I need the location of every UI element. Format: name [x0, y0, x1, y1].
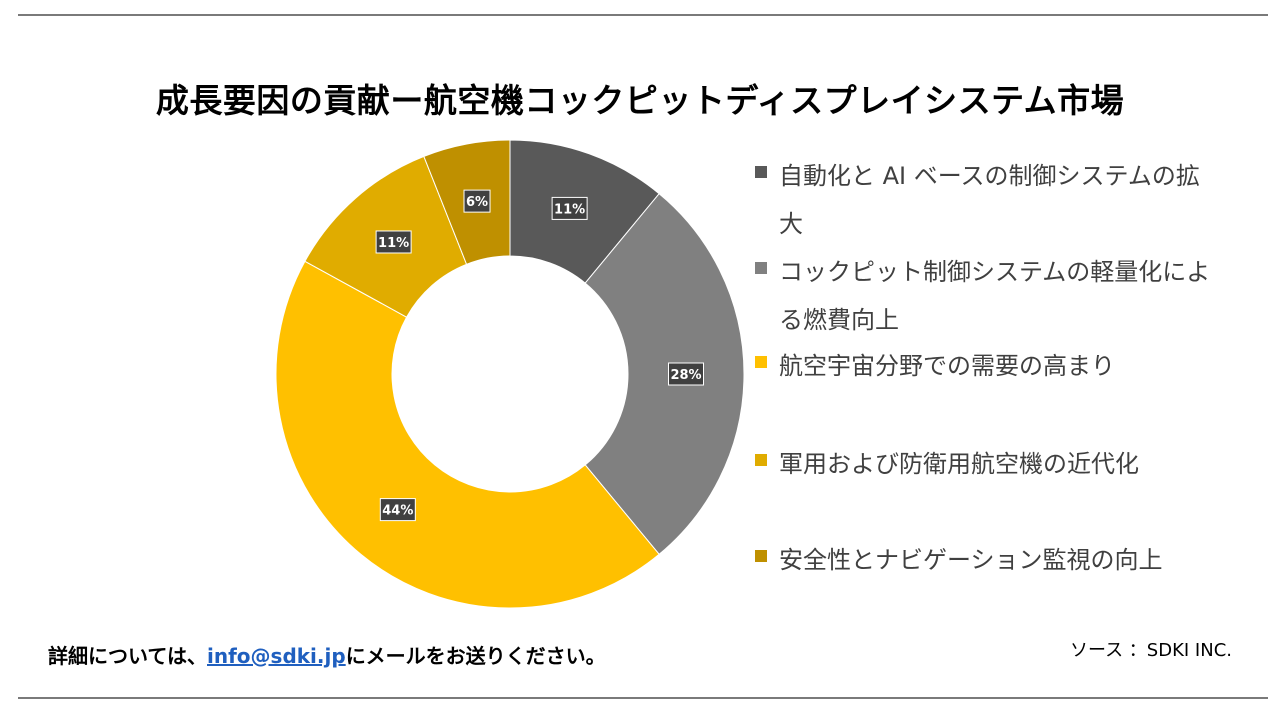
top-rule [18, 14, 1268, 16]
legend-swatch [755, 356, 767, 368]
email-link[interactable]: info@sdki.jp [207, 644, 346, 668]
slice-label-text: 11% [554, 202, 585, 217]
slice-label-box [551, 196, 588, 220]
legend-swatch [755, 454, 767, 466]
source-note: ソース ：SDKI INC. [1069, 640, 1232, 661]
slice-label-box [668, 362, 704, 386]
legend-item: 軍用および防衛用航空機の近代化 [755, 440, 1219, 488]
contact-suffix: にメールをお送りください。 [345, 644, 606, 668]
legend-label: 航空宇宙分野での需要の高まり [779, 352, 1115, 380]
contact-prefix: 詳細については、 [48, 644, 207, 668]
legend-swatch [755, 550, 767, 562]
slice-label-text: 6% [466, 195, 488, 210]
slice-data-label: 28% [668, 362, 704, 386]
slice-label-box [379, 498, 416, 522]
legend-item: 航空宇宙分野での需要の高まり [755, 342, 1219, 390]
legend-item: 安全性とナビゲーション監視の向上 [755, 536, 1219, 584]
legend-swatch [755, 262, 767, 274]
legend-label: 自動化と AI ベースの制御システムの拡大 [779, 162, 1200, 238]
slice-data-label: 44% [379, 498, 416, 522]
contact-note: 詳細については、info@sdki.jpにメールをお送りください。 [48, 640, 606, 669]
legend-label: コックピット制御システムの軽量化による燃費向上 [779, 258, 1211, 334]
legend-label: 安全性とナビゲーション監視の向上 [779, 546, 1163, 574]
donut-chart: 11% 28% 44% 11% 6% [275, 140, 745, 609]
bottom-rule [18, 697, 1268, 699]
slice-label-text: 28% [670, 368, 701, 383]
slice-label-box [463, 189, 491, 213]
chart-title: 成長要因の貢献ー航空機コックピットディスプレイシステム市場 [155, 81, 1125, 120]
slice-label-box [375, 230, 412, 254]
slice-data-label: 6% [463, 189, 491, 213]
slice-label-text: 44% [382, 504, 413, 519]
slice-label-text: 11% [378, 236, 409, 251]
legend-item: コックピット制御システムの軽量化による燃費向上 [755, 248, 1219, 344]
legend-label: 軍用および防衛用航空機の近代化 [779, 450, 1139, 478]
slice-data-label: 11% [551, 196, 588, 220]
donut-slice [275, 260, 660, 609]
legend-item: 自動化と AI ベースの制御システムの拡大 [755, 152, 1219, 248]
slice-data-label: 11% [375, 230, 412, 254]
legend-swatch [755, 166, 767, 178]
donut-slice [584, 192, 745, 556]
